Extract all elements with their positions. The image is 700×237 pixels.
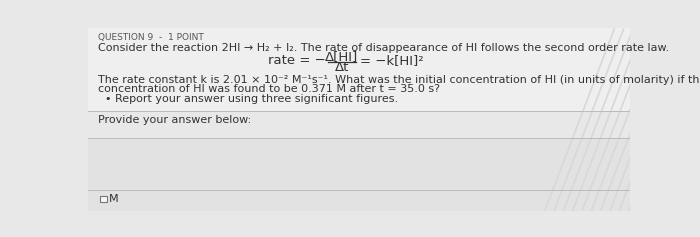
Text: The rate constant k is 2.01 × 10⁻² M⁻¹s⁻¹. What was the initial concentration of: The rate constant k is 2.01 × 10⁻² M⁻¹s⁻…	[98, 75, 700, 85]
Text: rate = −: rate = −	[267, 54, 326, 67]
Text: Provide your answer below:: Provide your answer below:	[98, 115, 251, 125]
Text: = −k[HI]²: = −k[HI]²	[360, 54, 423, 67]
Bar	[88, 111, 630, 138]
Text: • Report your answer using three significant figures.: • Report your answer using three signifi…	[104, 94, 398, 104]
Text: Δt: Δt	[335, 61, 349, 74]
Bar	[88, 28, 630, 111]
Text: Δ[HI]: Δ[HI]	[325, 50, 358, 63]
Text: QUESTION 9  -  1 POINT: QUESTION 9 - 1 POINT	[98, 33, 204, 42]
Bar	[100, 196, 107, 202]
Text: M: M	[109, 194, 119, 204]
Bar	[88, 138, 630, 211]
Text: Consider the reaction 2HI → H₂ + I₂. The rate of disappearance of HI follows the: Consider the reaction 2HI → H₂ + I₂. The…	[98, 43, 670, 53]
Text: concentration of HI was found to be 0.371 M after t = 35.0 s?: concentration of HI was found to be 0.37…	[98, 84, 440, 94]
